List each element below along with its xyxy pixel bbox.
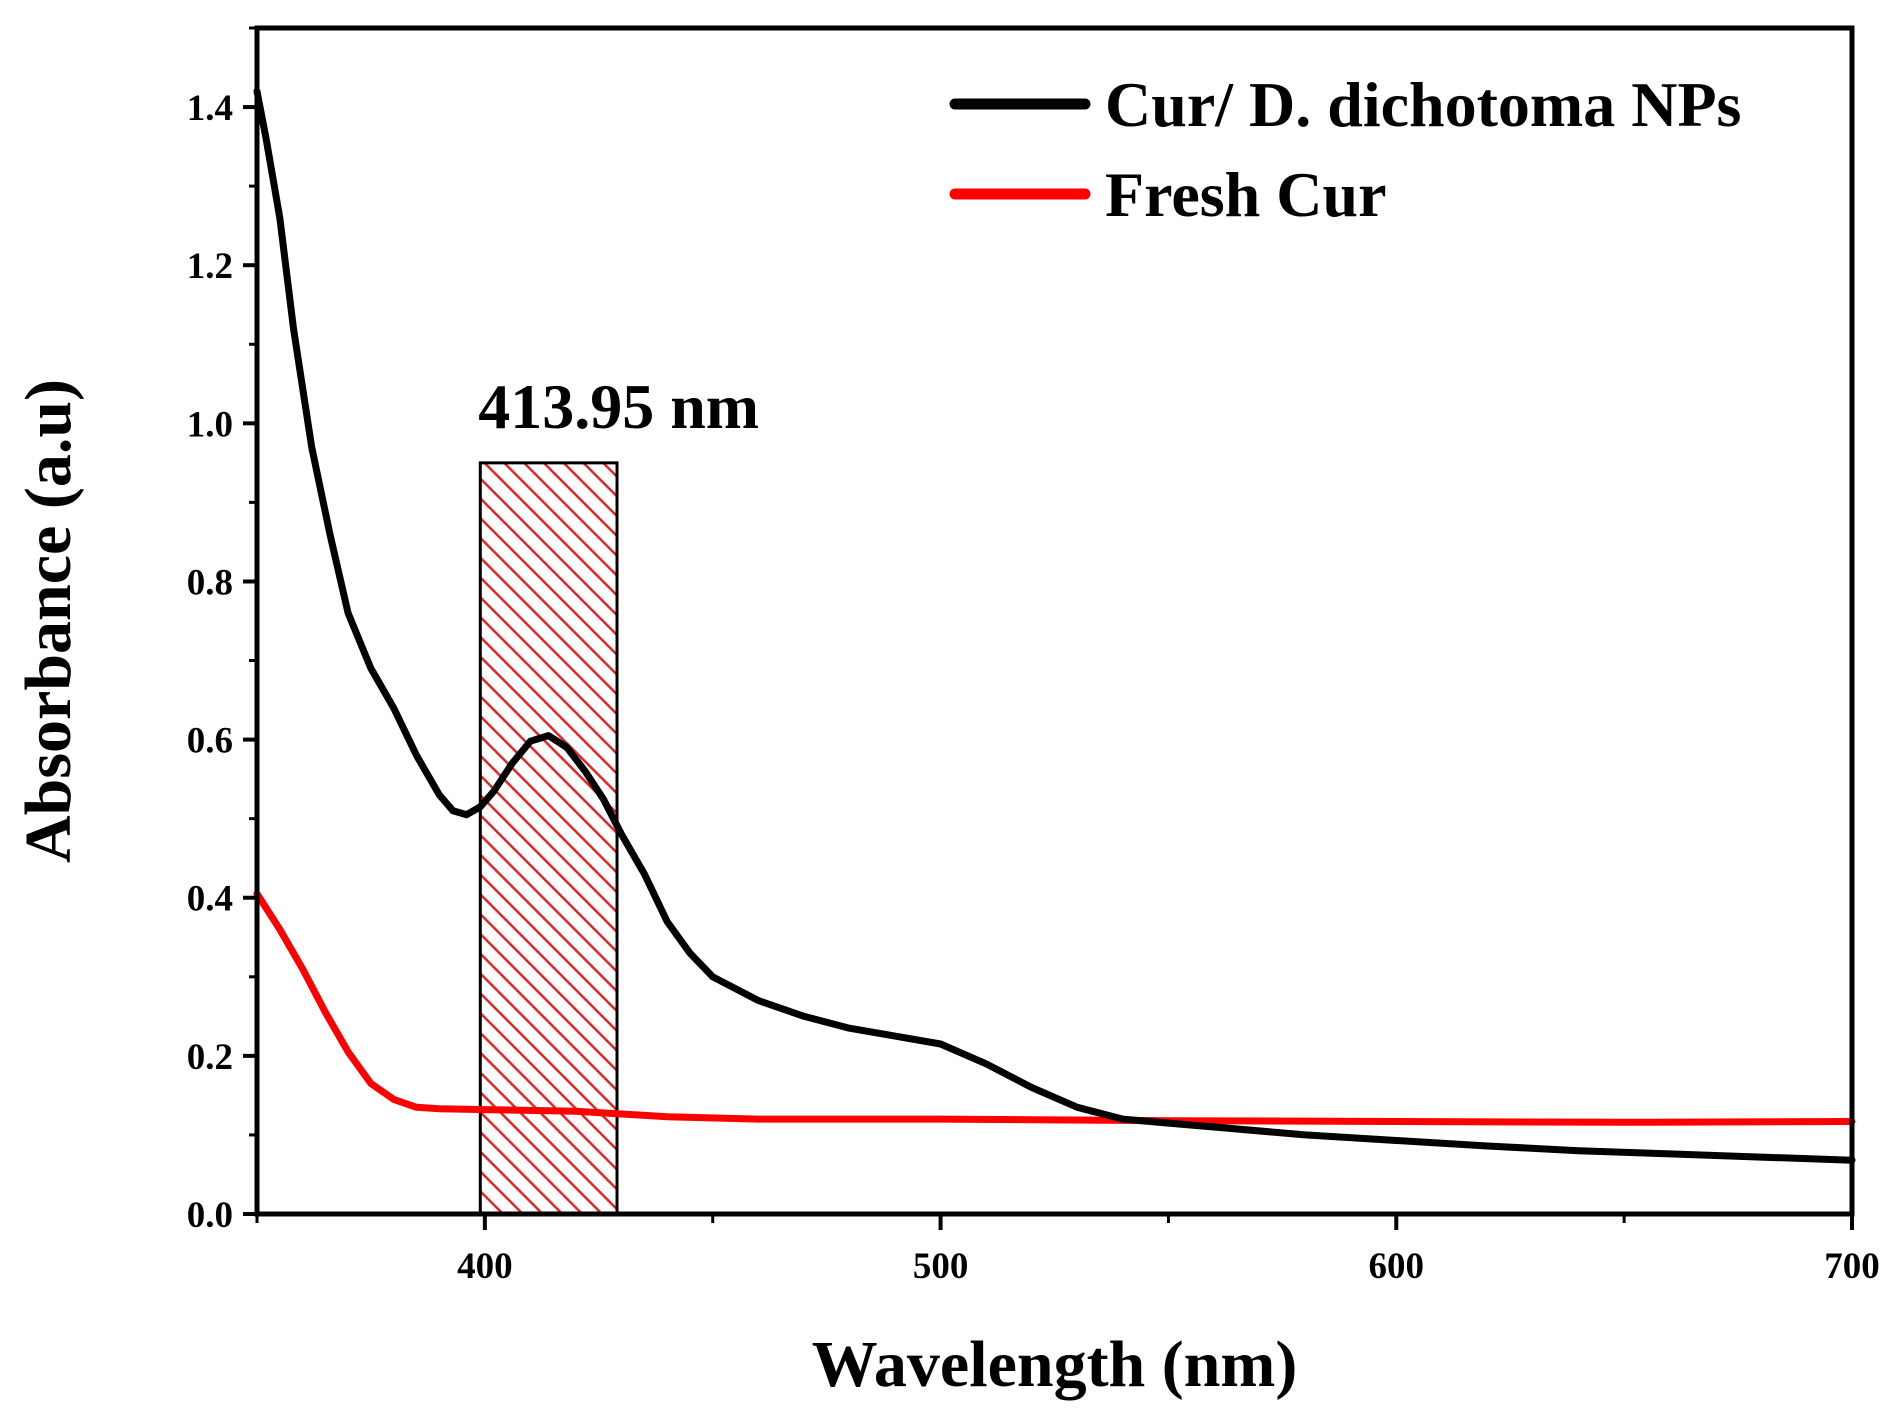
annotation-group: 413.95 nm	[478, 371, 759, 1216]
y-tick-label: 1.4	[187, 88, 233, 129]
plot-frame	[254, 25, 1855, 1217]
x-tick-label: 400	[457, 1246, 513, 1287]
y-axis-ticks: 0.0 0.2 0.4 0.6 0.8 1.0 1.2 1.4	[187, 26, 257, 1236]
y-tick-label: 1.2	[187, 246, 233, 287]
y-tick-label: 0.8	[187, 562, 233, 603]
y-axis-title: Absorbance (a.u)	[12, 379, 85, 863]
y-tick-label: 1.0	[187, 404, 233, 445]
x-axis-title: Wavelength (nm)	[812, 1328, 1298, 1401]
legend-label: Fresh Cur	[1105, 159, 1386, 230]
x-tick-label: 600	[1369, 1246, 1425, 1287]
legend-label: Cur/ D. dichotoma NPs	[1105, 69, 1741, 140]
series-line	[253, 890, 1856, 1126]
y-tick-label: 0.2	[187, 1037, 233, 1078]
y-tick-label: 0.6	[187, 721, 233, 762]
y-tick-label: 0.0	[187, 1195, 233, 1236]
peak-annotation-label: 413.95 nm	[478, 371, 759, 442]
x-tick-label: 700	[1824, 1246, 1880, 1287]
series-line	[253, 87, 1856, 1164]
hatched-band	[478, 461, 619, 1216]
x-tick-label: 500	[913, 1246, 969, 1287]
series-group	[253, 87, 1856, 1164]
y-tick-label: 0.4	[187, 879, 233, 920]
legend: Cur/ D. dichotoma NPs Fresh Cur	[949, 69, 1741, 230]
x-axis-ticks: 400 500 600 700	[255, 1214, 1880, 1287]
